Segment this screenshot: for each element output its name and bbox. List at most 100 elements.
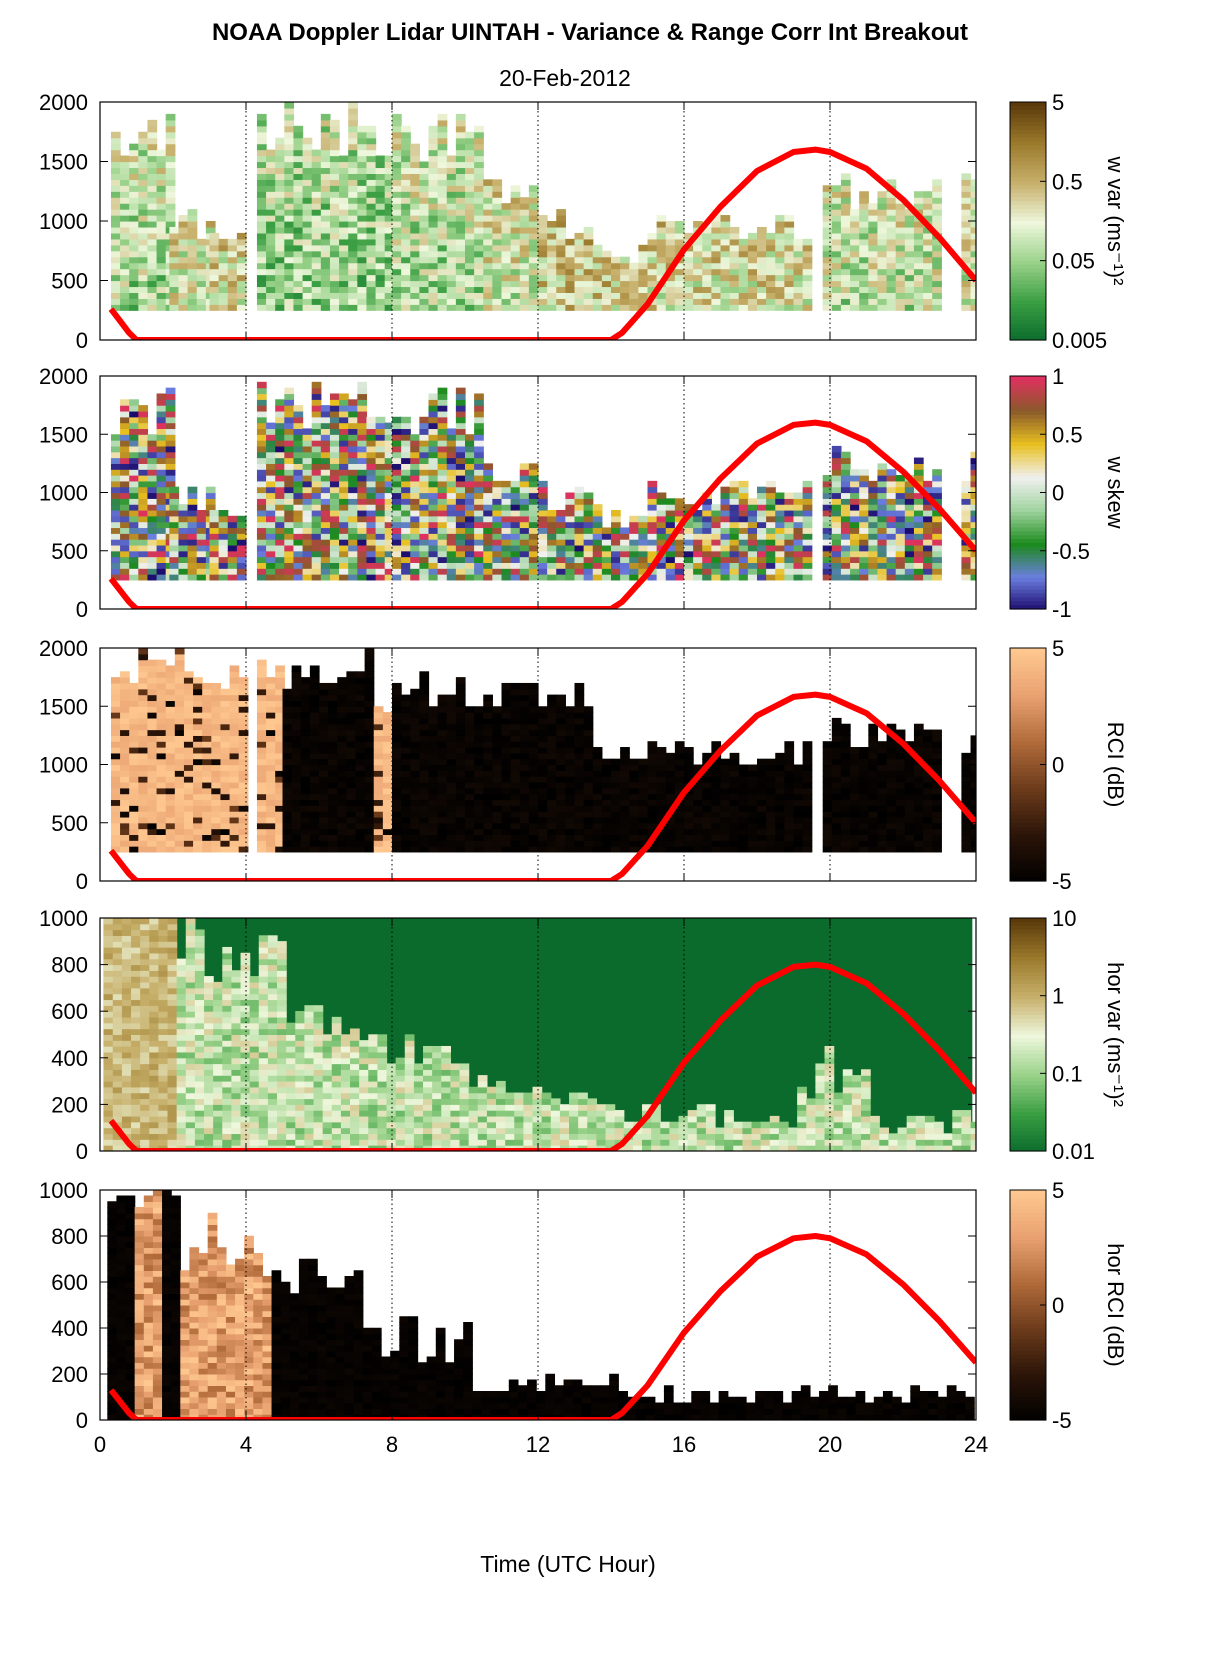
heatmap-cell (574, 280, 585, 288)
heatmap-cell (120, 550, 130, 558)
heatmap-cell (859, 209, 869, 216)
heatmap-cell (923, 262, 933, 270)
heatmap-cell (638, 544, 649, 552)
heatmap-cell (565, 256, 576, 264)
heatmap-cell (366, 504, 377, 511)
heatmap-cell (238, 834, 249, 841)
heatmap-cell (428, 286, 439, 293)
heatmap-cell (538, 226, 548, 234)
heatmap-cell (129, 226, 139, 234)
heatmap-cell (665, 244, 676, 252)
heatmap-cell (209, 292, 220, 299)
heatmap-cell (320, 191, 331, 198)
heatmap-cell (465, 457, 475, 464)
heatmap-cell (831, 445, 842, 453)
heatmap-cell (961, 562, 972, 569)
heatmap-cell (428, 280, 439, 288)
heatmap-cell (840, 292, 851, 299)
heatmap-cell (256, 764, 267, 771)
heatmap-cell (357, 515, 368, 523)
heatmap-cell (859, 280, 869, 288)
heatmap-cell (766, 492, 776, 499)
heatmap-cell (156, 480, 167, 488)
heatmap-cell (886, 539, 897, 546)
heatmap-cell (320, 480, 331, 488)
heatmap-cell (592, 574, 603, 581)
heatmap-cell (266, 475, 276, 482)
heatmap-cell (904, 533, 915, 540)
heatmap-cell (519, 463, 530, 470)
heatmap-cell (961, 492, 972, 499)
heatmap-cell (437, 544, 448, 552)
heatmap-cell (840, 463, 851, 470)
heatmap-cell (275, 712, 285, 719)
heatmap-cell (556, 238, 566, 246)
heatmap-cell (501, 262, 512, 270)
heatmap-cell (256, 527, 267, 534)
heatmap-cell (357, 445, 368, 453)
heatmap-cell (120, 298, 130, 305)
heatmap-cell (465, 486, 475, 494)
heatmap-cell (339, 457, 349, 464)
heatmap-cell (384, 226, 395, 234)
heatmap-cell (904, 504, 915, 511)
heatmap-cell (348, 504, 358, 511)
heatmap-cell (364, 688, 375, 696)
heatmap-cell (348, 533, 358, 540)
heatmap-cell (674, 226, 685, 234)
heatmap-cell (684, 521, 694, 529)
heatmap-cell (284, 486, 295, 494)
heatmap-cell (373, 846, 384, 853)
heatmap-cell (877, 480, 888, 488)
heatmap-cell (193, 741, 203, 748)
heatmap-cell (196, 286, 207, 293)
heatmap-cell (339, 155, 349, 163)
colorbar-label: w var (ms⁻¹)² (1103, 156, 1128, 286)
heatmap-cell (384, 197, 395, 204)
heatmap-cell (474, 262, 484, 270)
heatmap-cell (923, 215, 933, 222)
heatmap-cell (483, 203, 493, 210)
heatmap-cell (620, 556, 630, 563)
heatmap-cell (357, 250, 368, 258)
heatmap-cell (178, 568, 189, 575)
heatmap-cell (895, 221, 906, 228)
heatmap-cell (169, 268, 180, 276)
heatmap-cell (202, 787, 212, 795)
heatmap-cell (266, 677, 276, 684)
heatmap-cell (465, 498, 475, 505)
heatmap-cell (501, 550, 512, 558)
heatmap-cell (302, 457, 313, 464)
heatmap-cell (401, 298, 411, 305)
heatmap-cell (611, 515, 621, 523)
heatmap-cell (757, 544, 767, 552)
heatmap-cell (311, 238, 322, 246)
heatmap-cell (110, 451, 121, 459)
heatmap-cell (147, 119, 158, 127)
heatmap-cell (187, 533, 198, 540)
heatmap-cell (165, 776, 176, 783)
heatmap-cell (401, 434, 411, 441)
heatmap-cell (284, 244, 295, 252)
heatmap-cell (178, 232, 189, 240)
heatmap-cell (375, 533, 386, 540)
heatmap-cell (702, 504, 712, 511)
heatmap-cell (583, 533, 594, 540)
heatmap-cell (147, 268, 158, 276)
heatmap-cell (366, 173, 377, 180)
heatmap-cell (165, 387, 176, 395)
heatmap-cell (311, 155, 322, 163)
heatmap-cell (364, 677, 375, 684)
heatmap-cell (165, 805, 176, 812)
heatmap-cell (110, 712, 121, 719)
heatmap-cell (455, 410, 466, 418)
heatmap-cell (138, 486, 149, 494)
heatmap-cell (684, 544, 694, 552)
heatmap-cell (291, 682, 302, 690)
heatmap-cell (455, 232, 466, 240)
heatmap-cell (711, 274, 722, 282)
heatmap-cell (300, 787, 311, 795)
heatmap-cell (375, 298, 386, 305)
heatmap-cell (519, 486, 530, 494)
heatmap-cell (738, 574, 749, 581)
